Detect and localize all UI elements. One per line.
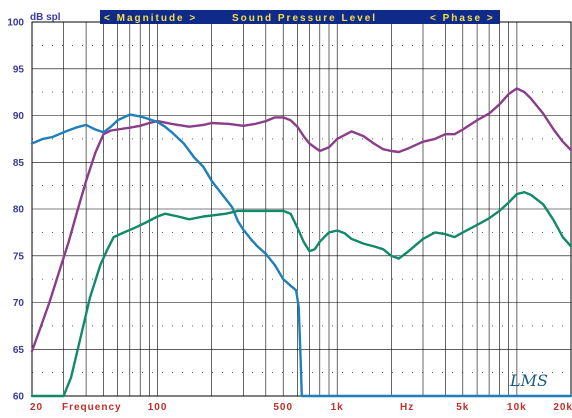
y-axis-unit-label: dB spl [30, 12, 61, 23]
lms-logo: LMS [509, 371, 548, 390]
y-tick-label: 65 [13, 345, 25, 356]
series-line-green [30, 191, 572, 398]
x-tick-label: 5k [456, 402, 469, 413]
header-phase-label: < Phase > [430, 13, 495, 24]
x-axis-label: Frequency [62, 402, 122, 413]
x-tick-label: 500 [273, 402, 293, 413]
x-tick-label: 20 [30, 402, 43, 413]
x-tick-label: 20k [553, 402, 572, 413]
y-tick-label: 90 [13, 111, 25, 122]
header-spl-label: Sound Pressure Level [232, 13, 377, 24]
header-magnitude-label: < Magnitude > [104, 13, 197, 24]
y-tick-labels: 60 65 70 75 80 85 90 95 100 [7, 18, 24, 403]
x-tick-label: 100 [148, 402, 168, 413]
chart-grid [32, 22, 571, 396]
series-line-purple [30, 87, 572, 353]
y-tick-label: 85 [13, 158, 25, 169]
x-axis-unit-label: Hz [400, 402, 414, 413]
x-tick-labels: 20 100 500 1k 5k 10k 20k [30, 402, 572, 413]
x-tick-label: 10k [507, 402, 527, 413]
y-tick-label: 70 [13, 298, 25, 309]
y-tick-label: 80 [13, 205, 25, 216]
y-tick-label: 60 [13, 392, 25, 403]
series-line-blue [30, 113, 572, 398]
x-tick-label: 1k [331, 402, 344, 413]
y-tick-label: 100 [7, 18, 24, 29]
y-tick-label: 75 [13, 251, 25, 262]
header-bar [100, 10, 500, 24]
y-tick-label: 95 [13, 64, 25, 75]
series-group [30, 87, 572, 398]
